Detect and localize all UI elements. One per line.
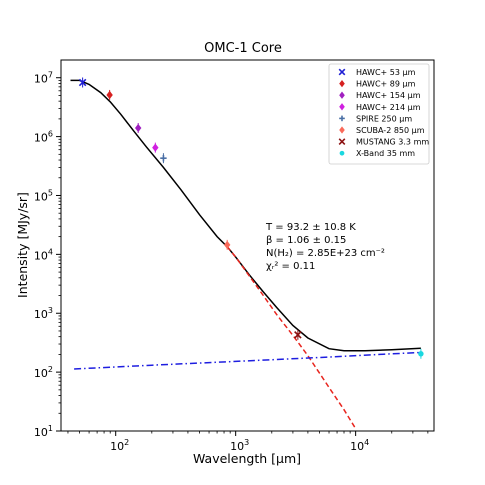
model-curve-solid: [70, 79, 421, 352]
data-point-5: [160, 154, 167, 162]
legend-label-8: X-Band 35 mm: [356, 149, 415, 158]
y-tick-label: 103: [34, 306, 53, 321]
y-tick-label: 107: [34, 71, 53, 86]
data-point-3: [134, 123, 142, 133]
model-curve-dashdot: [74, 351, 421, 370]
y-tick-label: 104: [34, 247, 53, 262]
annotation-beta: β = 1.06 ± 0.15: [266, 235, 346, 246]
legend-label-5: SPIRE 250 μm: [356, 114, 412, 123]
legend-marker-8: [339, 150, 345, 156]
data-point-8: [418, 351, 424, 357]
y-tick-label: 101: [34, 424, 53, 439]
fit-annotation: T = 93.2 ± 10.8 K β = 1.06 ± 0.15 N(H₂) …: [265, 222, 385, 272]
data-point-6: [223, 240, 231, 250]
legend-label-6: SCUBA-2 850 μm: [356, 126, 425, 135]
legend-label-4: HAWC+ 214 μm: [356, 103, 421, 112]
legend-label-1: HAWC+ 53 μm: [356, 68, 416, 77]
plot-frame: [60, 59, 435, 432]
legend-marker-6: [339, 126, 345, 134]
annotation-column-density: N(H₂) = 2.85E+23 cm⁻²: [266, 248, 385, 259]
legend: HAWC+ 53 μm HAWC+ 89 μm HAWC+ 154 μm HAWC+ …: [328, 63, 430, 165]
x-axis-ticks: 102 103 104: [67, 431, 429, 453]
x-tick-label: 102: [110, 438, 129, 453]
y-axis-ticks: 101 102 103 104 105 106 107: [34, 71, 61, 439]
legend-marker-3: [339, 91, 345, 99]
model-curve-dashed: [226, 246, 357, 429]
data-markers: [78, 77, 424, 359]
model-curves: [70, 79, 421, 429]
data-point-1: [78, 78, 87, 87]
legend-marker-1: [338, 68, 346, 76]
legend-marker-7: [338, 138, 346, 145]
legend-box: [328, 63, 430, 165]
data-point-7: [294, 331, 302, 339]
data-point-2: [106, 90, 113, 100]
legend-marker-2: [339, 79, 345, 88]
chart-title: OMC-1 Core: [204, 41, 282, 56]
y-tick-label: 106: [34, 130, 53, 145]
annotation-temperature: T = 93.2 ± 10.8 K: [265, 222, 356, 233]
x-axis-label: Wavelength [μm]: [193, 451, 301, 466]
y-axis-label: Intensity [MJy/sr]: [15, 192, 30, 298]
x-tick-label: 103: [230, 438, 249, 453]
legend-label-7: MUSTANG 3.3 mm: [356, 138, 429, 147]
legend-items: HAWC+ 53 μm HAWC+ 89 μm HAWC+ 154 μm HAWC+ …: [338, 68, 429, 158]
y-tick-label: 105: [34, 188, 53, 203]
legend-marker-4: [339, 103, 345, 111]
legend-label-2: HAWC+ 89 μm: [356, 80, 416, 89]
legend-label-3: HAWC+ 154 μm: [356, 91, 421, 100]
annotation-chi2: χᵣ² = 0.11: [266, 261, 315, 272]
legend-marker-5: [339, 115, 345, 122]
data-point-4: [152, 143, 159, 152]
x-tick-label: 104: [350, 438, 369, 453]
y-tick-label: 102: [34, 365, 53, 380]
